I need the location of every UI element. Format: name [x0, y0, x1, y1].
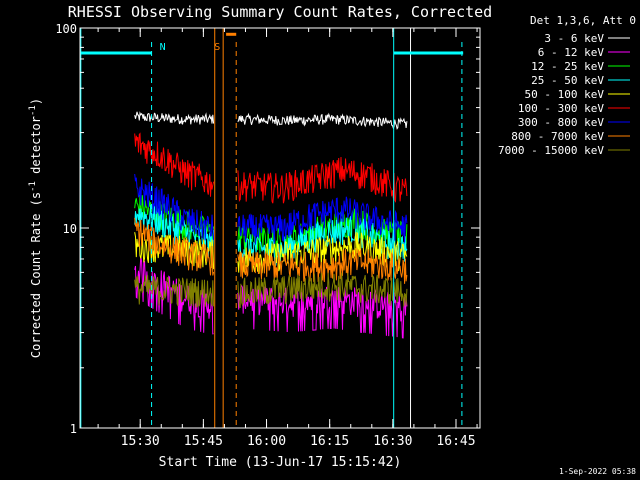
series-2-segment-0	[134, 194, 215, 246]
series-7-segment-1	[237, 247, 408, 284]
y-axis-label-mid: detector	[29, 116, 43, 181]
legend-label-7: 800 - 7000 keV	[511, 130, 604, 143]
legend-label-2: 12 - 25 keV	[531, 60, 604, 73]
series-7	[134, 217, 408, 284]
series-0-segment-1	[237, 112, 408, 130]
y-axis-label-suffix: )	[29, 98, 43, 105]
x-tick-label-5: 16:45	[436, 434, 475, 449]
series-6-segment-1	[237, 196, 408, 245]
legend-label-5: 100 - 300 keV	[518, 102, 604, 115]
x-axis-label: Start Time (13-Jun-17 15:15:42)	[159, 455, 402, 470]
legend-title: Det 1,3,6, Att 0	[530, 14, 636, 27]
y-axis-label-prefix: Corrected Count Rate (s	[29, 192, 43, 358]
legend-label-0: 3 - 6 keV	[544, 32, 604, 45]
series-0	[134, 111, 408, 130]
series-6-segment-0	[134, 173, 215, 241]
series-4-segment-1	[237, 231, 408, 274]
x-tick-label-3: 16:15	[310, 434, 349, 449]
series-1-segment-0	[134, 255, 214, 335]
series-7-segment-0	[134, 217, 215, 276]
series-8-segment-1	[237, 272, 408, 309]
x-tick-label-0: 15:30	[121, 434, 160, 449]
y-axis-label: Corrected Count Rate (s-1 detector-1)	[28, 98, 43, 358]
y-axis-label-sup2: -1	[28, 105, 38, 116]
series-5-segment-1	[237, 156, 408, 204]
y-tick-label-2: 1	[70, 422, 77, 436]
y-tick-label-0: 100	[55, 22, 77, 36]
chart-title: RHESSI Observing Summary Count Rates, Co…	[68, 3, 492, 21]
series-5-segment-0	[134, 132, 215, 197]
timestamp: 1-Sep-2022 05:38	[559, 467, 636, 476]
marker-label-1: S	[214, 42, 220, 53]
marker-label-0: N	[160, 42, 166, 53]
series-6	[134, 173, 408, 245]
axes: 100 10 1 15:30 15:45 16:00 16:15 16:30 16:45	[55, 22, 481, 449]
series-8-segment-0	[134, 275, 215, 308]
x-tick-label-1: 15:45	[184, 434, 223, 449]
series-8	[134, 272, 408, 309]
legend-label-4: 50 - 100 keV	[525, 88, 605, 101]
series-5	[134, 132, 408, 204]
legend-label-8: 7000 - 15000 keV	[498, 144, 604, 157]
series-0-segment-0	[134, 111, 215, 125]
legend-label-3: 25 - 50 keV	[531, 74, 604, 87]
x-tick-label-4: 16:30	[373, 434, 412, 449]
y-axis-label-sup1: -1	[28, 181, 38, 192]
legend-label-1: 6 - 12 keV	[538, 46, 605, 59]
x-tick-label-2: 16:00	[247, 434, 286, 449]
y-tick-label-1: 10	[63, 222, 77, 236]
legend-label-6: 300 - 800 keV	[518, 116, 604, 129]
